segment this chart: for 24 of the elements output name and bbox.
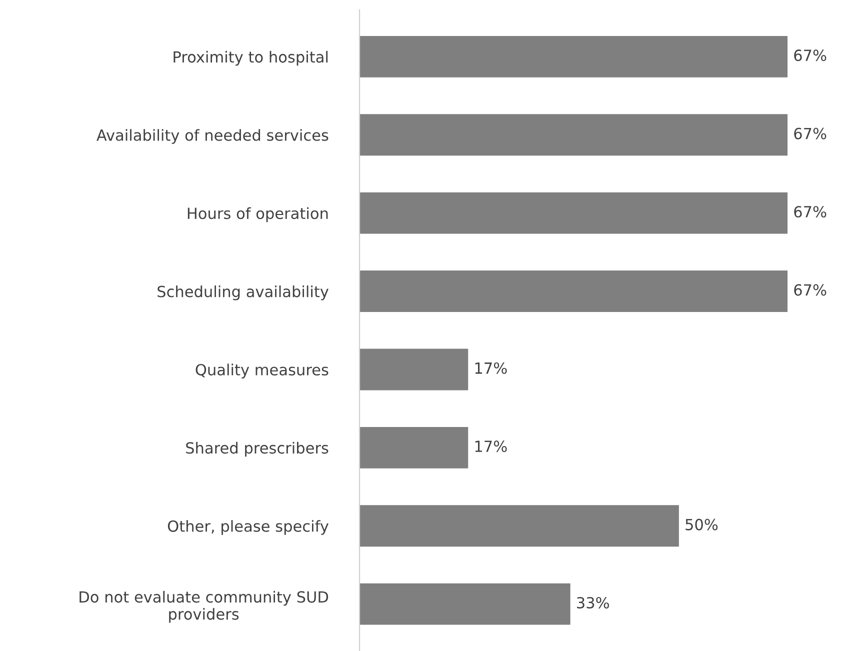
data-label: 17%: [475, 362, 507, 374]
data-label: 67%: [794, 206, 826, 218]
bar: [360, 114, 788, 156]
bar: [360, 348, 468, 390]
y-tick-label: Do not evaluate community SUD providers: [80, 590, 328, 623]
bar: [360, 505, 679, 547]
data-label: 50%: [686, 518, 718, 530]
data-label: 67%: [794, 128, 826, 140]
y-tick-label: Quality measures: [196, 364, 328, 378]
bar: [360, 426, 468, 468]
data-label: 33%: [577, 596, 609, 609]
y-tick-label: Shared prescribers: [186, 442, 328, 457]
bar: [360, 192, 788, 234]
y-tick-label: Other, please specify: [168, 520, 329, 535]
data-label: 67%: [794, 50, 826, 62]
bar: [360, 270, 788, 312]
data-label: 67%: [794, 284, 826, 296]
bar: [360, 583, 570, 625]
data-label: 17%: [475, 440, 507, 452]
y-tick-label: Hours of operation: [188, 207, 328, 222]
y-tick-label: Availability of needed services: [96, 129, 328, 144]
y-tick-label: Proximity to hospital: [174, 50, 328, 66]
y-tick-label: Scheduling availability: [158, 285, 329, 300]
bar: [360, 36, 788, 78]
